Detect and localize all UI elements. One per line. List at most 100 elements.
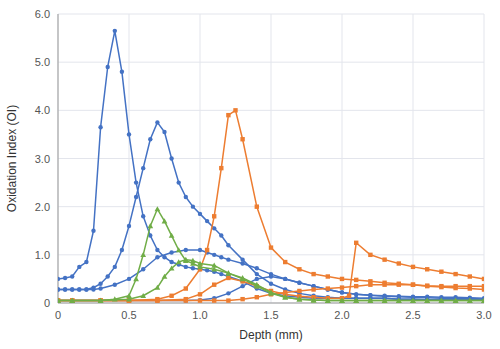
marker bbox=[219, 233, 223, 237]
y-tick-label: 2.0 bbox=[35, 201, 50, 213]
x-tick-label: 1.5 bbox=[263, 309, 278, 321]
marker bbox=[340, 290, 344, 294]
marker bbox=[127, 224, 131, 228]
marker bbox=[297, 281, 301, 285]
marker bbox=[191, 266, 195, 270]
marker bbox=[382, 298, 388, 303]
y-tick-label: 3.0 bbox=[35, 153, 50, 165]
marker bbox=[468, 274, 472, 278]
marker bbox=[70, 287, 74, 291]
y-grid-line bbox=[58, 14, 484, 15]
marker bbox=[58, 298, 61, 303]
marker bbox=[69, 298, 75, 303]
marker bbox=[176, 247, 182, 252]
marker bbox=[425, 283, 429, 287]
marker bbox=[297, 289, 301, 293]
marker bbox=[255, 272, 259, 276]
marker bbox=[198, 298, 202, 302]
marker bbox=[120, 70, 124, 74]
marker bbox=[141, 214, 145, 218]
marker bbox=[340, 277, 344, 281]
marker bbox=[411, 282, 415, 286]
y-grid-line bbox=[58, 254, 484, 255]
marker bbox=[113, 282, 117, 286]
marker bbox=[91, 287, 95, 291]
marker bbox=[162, 274, 168, 279]
marker bbox=[268, 291, 274, 296]
marker bbox=[326, 286, 330, 290]
marker bbox=[176, 259, 182, 264]
marker bbox=[77, 287, 81, 291]
marker bbox=[63, 287, 67, 291]
marker bbox=[226, 298, 230, 302]
marker bbox=[98, 298, 104, 303]
marker bbox=[240, 276, 246, 281]
marker bbox=[354, 292, 358, 296]
marker bbox=[140, 252, 146, 257]
marker bbox=[453, 284, 457, 288]
marker bbox=[98, 125, 102, 129]
marker bbox=[297, 296, 303, 301]
marker bbox=[481, 298, 484, 303]
marker bbox=[211, 263, 217, 268]
series bbox=[58, 274, 484, 302]
marker bbox=[63, 276, 67, 280]
series bbox=[58, 241, 484, 303]
marker bbox=[70, 274, 74, 278]
marker bbox=[240, 284, 244, 288]
marker bbox=[184, 286, 188, 290]
marker bbox=[255, 204, 259, 208]
marker bbox=[58, 287, 60, 291]
marker bbox=[155, 298, 159, 302]
marker bbox=[70, 298, 74, 302]
marker bbox=[141, 166, 145, 170]
marker bbox=[190, 258, 196, 263]
series-line bbox=[58, 31, 484, 300]
marker bbox=[283, 290, 287, 294]
x-tick-label: 2.0 bbox=[334, 309, 349, 321]
marker bbox=[439, 285, 443, 289]
marker bbox=[155, 255, 159, 259]
x-tick-label: 1.0 bbox=[192, 309, 207, 321]
y-grid-line bbox=[58, 206, 484, 207]
marker bbox=[397, 282, 401, 286]
marker bbox=[134, 195, 138, 199]
marker bbox=[147, 223, 153, 228]
marker bbox=[368, 293, 372, 297]
marker bbox=[453, 272, 457, 276]
marker bbox=[326, 287, 330, 291]
marker bbox=[382, 282, 386, 286]
marker bbox=[453, 298, 459, 303]
y-grid-line bbox=[58, 158, 484, 159]
marker bbox=[113, 29, 117, 33]
marker bbox=[169, 260, 173, 264]
marker bbox=[340, 285, 344, 289]
marker bbox=[219, 272, 223, 276]
marker bbox=[91, 229, 95, 233]
marker bbox=[184, 298, 188, 302]
marker bbox=[106, 65, 110, 69]
marker bbox=[70, 298, 74, 302]
series bbox=[58, 257, 484, 303]
marker bbox=[148, 137, 152, 141]
marker bbox=[353, 298, 359, 303]
marker bbox=[197, 261, 203, 266]
y-grid-line bbox=[58, 110, 484, 111]
marker bbox=[226, 276, 230, 280]
marker bbox=[425, 267, 429, 271]
marker bbox=[396, 298, 402, 303]
series-line bbox=[58, 250, 484, 299]
marker bbox=[184, 248, 188, 252]
marker bbox=[98, 298, 102, 302]
marker bbox=[347, 294, 351, 298]
marker bbox=[205, 248, 209, 252]
y-tick-label: 6.0 bbox=[35, 8, 50, 20]
marker bbox=[212, 253, 216, 257]
marker bbox=[84, 287, 88, 291]
marker bbox=[212, 282, 216, 286]
marker bbox=[169, 265, 175, 270]
marker bbox=[254, 283, 260, 288]
marker bbox=[368, 293, 372, 297]
marker bbox=[382, 294, 386, 298]
marker bbox=[212, 298, 216, 302]
